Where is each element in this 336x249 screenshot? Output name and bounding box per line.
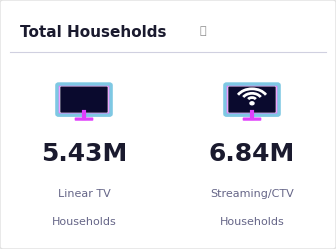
FancyBboxPatch shape [75,118,93,121]
FancyBboxPatch shape [60,86,108,113]
Text: 5.43M: 5.43M [41,142,127,166]
Text: Total Households: Total Households [20,25,167,40]
Text: 6.84M: 6.84M [209,142,295,166]
Text: Streaming/CTV: Streaming/CTV [210,189,294,199]
Text: ⓘ: ⓘ [200,26,207,36]
Text: Households: Households [52,217,116,227]
Text: Linear TV: Linear TV [58,189,110,199]
FancyBboxPatch shape [243,118,261,121]
FancyBboxPatch shape [228,86,276,113]
Circle shape [250,102,254,105]
Text: Households: Households [220,217,284,227]
